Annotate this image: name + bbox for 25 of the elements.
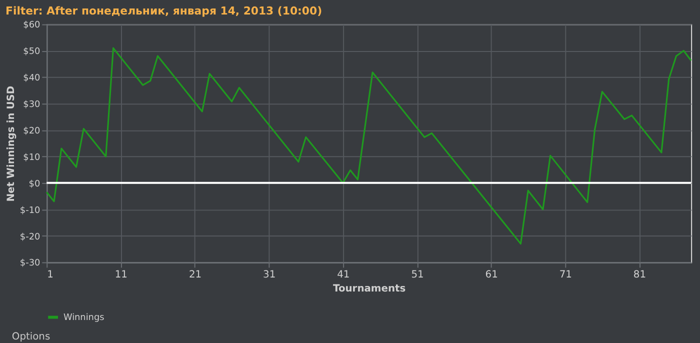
chart-title: Filter: After понедельник, января 14, 2013 (10:00) [6,4,322,18]
y-tick-label: $30 [23,100,40,110]
x-tick-label: 71 [559,270,572,281]
y-tick-label: $-10 [20,206,40,216]
y-tick-label: $-20 [20,232,40,242]
x-tick-label: 41 [337,270,350,281]
x-tick-label: 61 [485,270,498,281]
x-axis-title: Tournaments [333,283,406,294]
line-series [46,47,692,245]
legend-label: Winnings [63,313,105,324]
y-tick-label: $50 [23,47,40,58]
y-tick-label: $0 [28,179,40,190]
x-tick-label: 51 [411,270,424,281]
y-axis-title: Net Winnings in USD [6,86,17,202]
y-tick-label: $-30 [20,258,40,269]
x-tick-label: 21 [188,270,202,281]
y-tick-label: $10 [23,152,40,163]
y-tick-label: $40 [23,74,40,84]
x-tick-label: 11 [114,270,128,281]
x-tick-label: 31 [263,270,276,281]
y-tick-label: $20 [23,126,40,137]
y-tick-label: $60 [23,20,40,31]
x-tick-label: 1 [47,270,54,281]
text: Options [12,332,50,343]
x-tick-label: 81 [633,270,646,281]
